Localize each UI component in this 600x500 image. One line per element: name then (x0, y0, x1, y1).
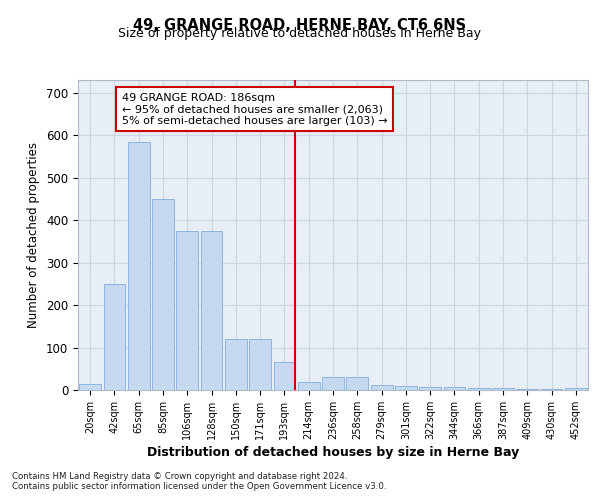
Bar (371, 385, 392, 390)
Bar (517, 388, 538, 390)
Text: 49 GRANGE ROAD: 186sqm
← 95% of detached houses are smaller (2,063)
5% of semi-d: 49 GRANGE ROAD: 186sqm ← 95% of detached… (122, 92, 388, 126)
Y-axis label: Number of detached properties: Number of detached properties (28, 142, 40, 328)
Bar (395, 386, 417, 390)
Bar (128, 142, 149, 390)
Bar (274, 362, 295, 390)
Bar (468, 388, 490, 390)
Bar (104, 284, 125, 390)
Bar (298, 382, 320, 390)
Bar (249, 339, 271, 390)
Bar (322, 378, 344, 390)
Bar (346, 378, 368, 390)
Bar (541, 389, 562, 390)
Bar (200, 231, 223, 390)
Bar (419, 386, 441, 390)
Text: Size of property relative to detached houses in Herne Bay: Size of property relative to detached ho… (119, 28, 482, 40)
Bar (176, 231, 198, 390)
Bar (492, 388, 514, 390)
Bar (443, 387, 466, 390)
Bar (79, 384, 101, 390)
Text: Contains public sector information licensed under the Open Government Licence v3: Contains public sector information licen… (12, 482, 386, 491)
Bar (152, 199, 174, 390)
Text: 49, GRANGE ROAD, HERNE BAY, CT6 6NS: 49, GRANGE ROAD, HERNE BAY, CT6 6NS (133, 18, 467, 32)
Text: Distribution of detached houses by size in Herne Bay: Distribution of detached houses by size … (147, 446, 519, 459)
Bar (225, 339, 247, 390)
Text: Contains HM Land Registry data © Crown copyright and database right 2024.: Contains HM Land Registry data © Crown c… (12, 472, 347, 481)
Bar (565, 388, 587, 390)
